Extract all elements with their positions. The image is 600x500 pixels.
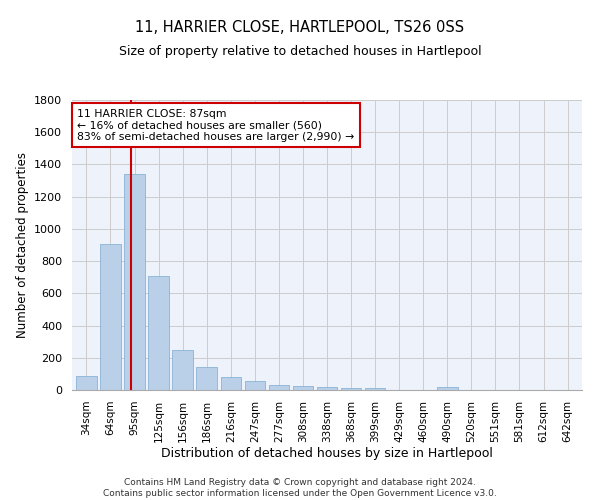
Bar — [269, 385, 289, 390]
Bar — [196, 368, 217, 390]
X-axis label: Distribution of detached houses by size in Hartlepool: Distribution of detached houses by size … — [161, 448, 493, 460]
Bar — [317, 387, 337, 390]
Text: Contains HM Land Registry data © Crown copyright and database right 2024.
Contai: Contains HM Land Registry data © Crown c… — [103, 478, 497, 498]
Bar — [148, 276, 169, 390]
Bar — [245, 381, 265, 390]
Bar — [365, 388, 385, 390]
Y-axis label: Number of detached properties: Number of detached properties — [16, 152, 29, 338]
Text: Size of property relative to detached houses in Hartlepool: Size of property relative to detached ho… — [119, 45, 481, 58]
Bar — [437, 387, 458, 390]
Bar — [341, 388, 361, 390]
Bar — [76, 376, 97, 390]
Bar — [293, 386, 313, 390]
Text: 11, HARRIER CLOSE, HARTLEPOOL, TS26 0SS: 11, HARRIER CLOSE, HARTLEPOOL, TS26 0SS — [136, 20, 464, 35]
Bar — [124, 174, 145, 390]
Bar — [172, 350, 193, 390]
Bar — [221, 377, 241, 390]
Bar — [100, 244, 121, 390]
Text: 11 HARRIER CLOSE: 87sqm
← 16% of detached houses are smaller (560)
83% of semi-d: 11 HARRIER CLOSE: 87sqm ← 16% of detache… — [77, 108, 355, 142]
